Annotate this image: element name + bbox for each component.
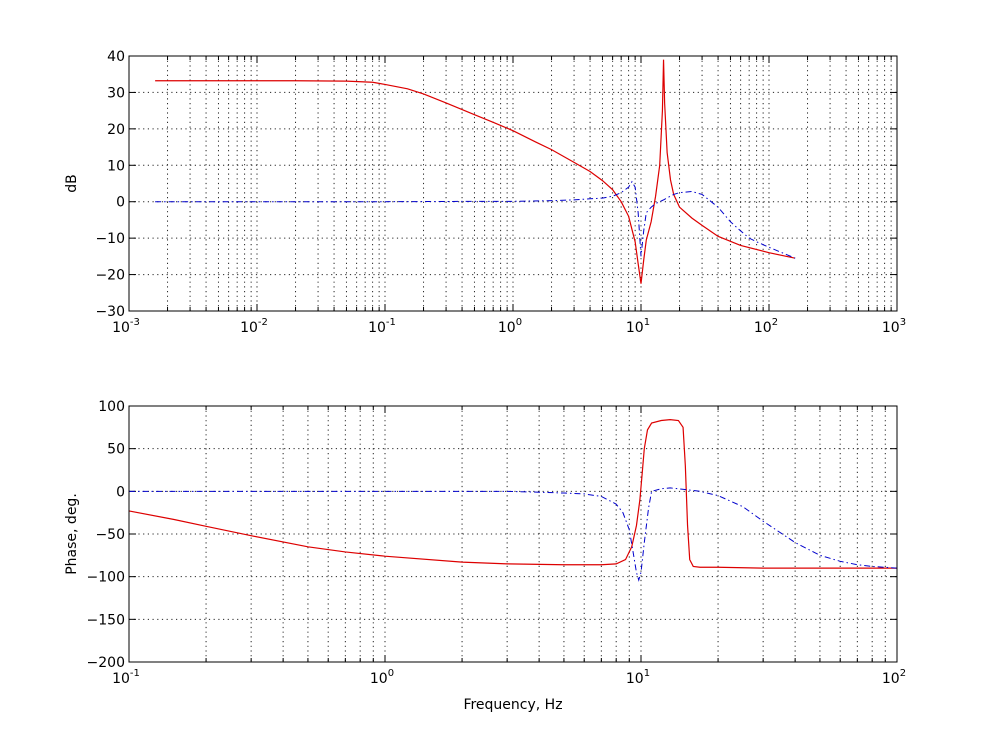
y-tick-label: −10 xyxy=(95,231,125,247)
y-tick-label: −150 xyxy=(87,612,125,628)
y-tick-label: 40 xyxy=(107,49,125,65)
y-tick-label: −30 xyxy=(95,304,125,320)
y-axis-label: Phase, deg. xyxy=(64,493,80,575)
x-tick-label: 10-1 xyxy=(368,317,396,336)
y-tick-label: −200 xyxy=(87,655,125,671)
y-axis-label: dB xyxy=(64,174,80,193)
y-tick-label: 0 xyxy=(116,484,125,500)
x-tick-label: 10-1 xyxy=(112,668,140,687)
solid-series-line xyxy=(155,59,796,284)
x-tick-label: 10-3 xyxy=(112,317,140,336)
plot-border-1 xyxy=(128,405,898,663)
x-tick-label: 102 xyxy=(754,317,778,336)
dashed-series-line xyxy=(129,487,898,582)
x-tick-label: 10-2 xyxy=(240,317,268,336)
y-tick-label: 20 xyxy=(107,122,125,138)
x-tick-label: 100 xyxy=(498,317,522,336)
y-tick-label: 0 xyxy=(116,195,125,211)
y-tick-label: −50 xyxy=(95,527,125,543)
y-tick-label: 100 xyxy=(98,399,125,415)
x-tick-label: 101 xyxy=(626,317,650,336)
x-axis-label: Frequency, Hz xyxy=(463,697,562,713)
y-tick-label: 30 xyxy=(107,85,125,101)
dashed-series-line xyxy=(155,180,796,259)
x-tick-label: 102 xyxy=(882,668,906,687)
y-tick-label: 50 xyxy=(107,442,125,458)
grid-0 xyxy=(129,55,897,312)
x-tick-label: 103 xyxy=(882,317,906,336)
y-tick-label: −20 xyxy=(95,268,125,284)
x-tick-label: 100 xyxy=(370,668,394,687)
x-tick-label: 101 xyxy=(626,668,650,687)
solid-series-line xyxy=(128,419,897,569)
y-tick-label: −100 xyxy=(87,570,125,586)
plot-border-0 xyxy=(128,55,898,312)
grid-1 xyxy=(129,405,897,663)
y-tick-label: 10 xyxy=(107,158,125,174)
